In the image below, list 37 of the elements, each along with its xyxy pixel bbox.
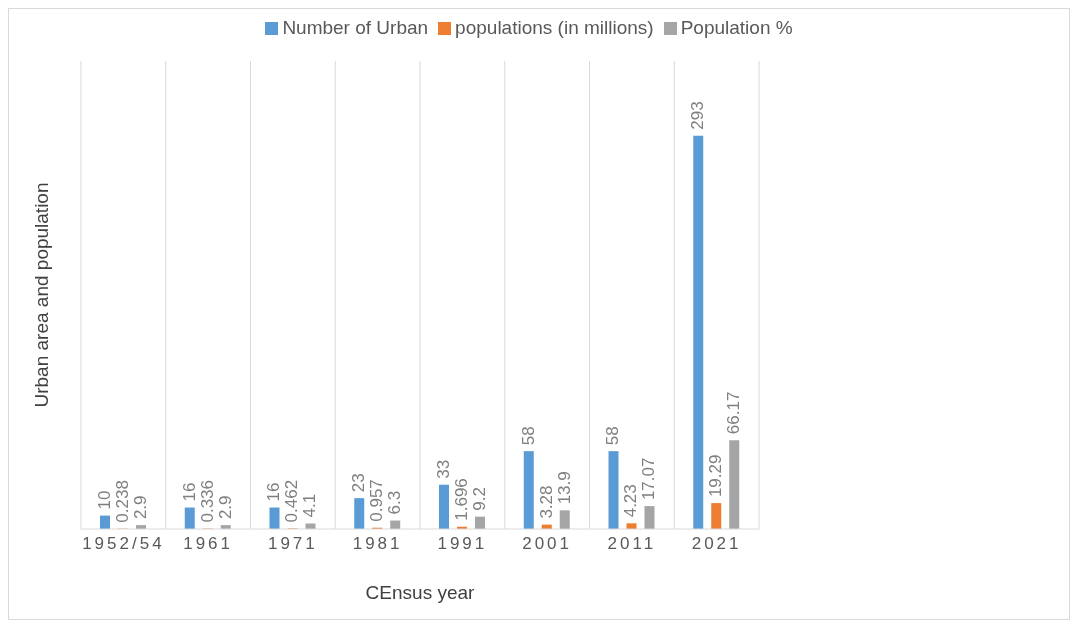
x-tick-label: 1991 — [437, 534, 488, 554]
data-label: 0.238 — [113, 480, 132, 523]
data-label: 6.3 — [385, 490, 405, 515]
data-label: 13.9 — [554, 471, 574, 505]
data-label: 17.07 — [639, 457, 659, 501]
data-label: 66.17 — [724, 391, 744, 435]
data-label: 19.29 — [706, 454, 726, 498]
x-tick-label: 2001 — [522, 534, 573, 554]
x-tick-label: 2011 — [607, 534, 657, 554]
data-label: 3.28 — [536, 485, 556, 519]
data-label: 0.336 — [197, 480, 217, 523]
x-axis-title: CEnsus year — [365, 582, 476, 603]
data-label: 2.9 — [131, 495, 150, 520]
legend-label: Population % — [680, 17, 793, 38]
data-label: 4.23 — [621, 484, 641, 518]
data-label: 58 — [603, 426, 623, 446]
data-label: 16 — [179, 482, 199, 502]
data-label: 33 — [434, 459, 453, 479]
x-tick-label: 1961 — [183, 534, 234, 554]
data-label: 1.696 — [452, 478, 471, 521]
data-label: 16 — [264, 482, 284, 502]
data-label: 0.462 — [282, 479, 302, 523]
data-label: 4.1 — [300, 493, 320, 518]
x-tick-label: 2021 — [691, 534, 742, 554]
legend-label: populations (in millions) — [455, 17, 654, 38]
data-label: 0.957 — [367, 479, 387, 522]
y-axis-title: Urban area and population — [30, 182, 52, 408]
x-tick-label: 1952/54 — [82, 534, 165, 554]
x-tick-label: 1981 — [352, 534, 403, 554]
x-tick-label: 1971 — [267, 534, 318, 554]
data-label: 58 — [518, 426, 538, 446]
data-label: 2.9 — [215, 495, 235, 520]
legend-label: Number of Urban — [282, 17, 429, 38]
data-label: 23 — [349, 473, 369, 493]
data-label: 293 — [688, 101, 708, 130]
data-label: 9.2 — [470, 487, 489, 511]
data-label: 10 — [95, 490, 114, 510]
